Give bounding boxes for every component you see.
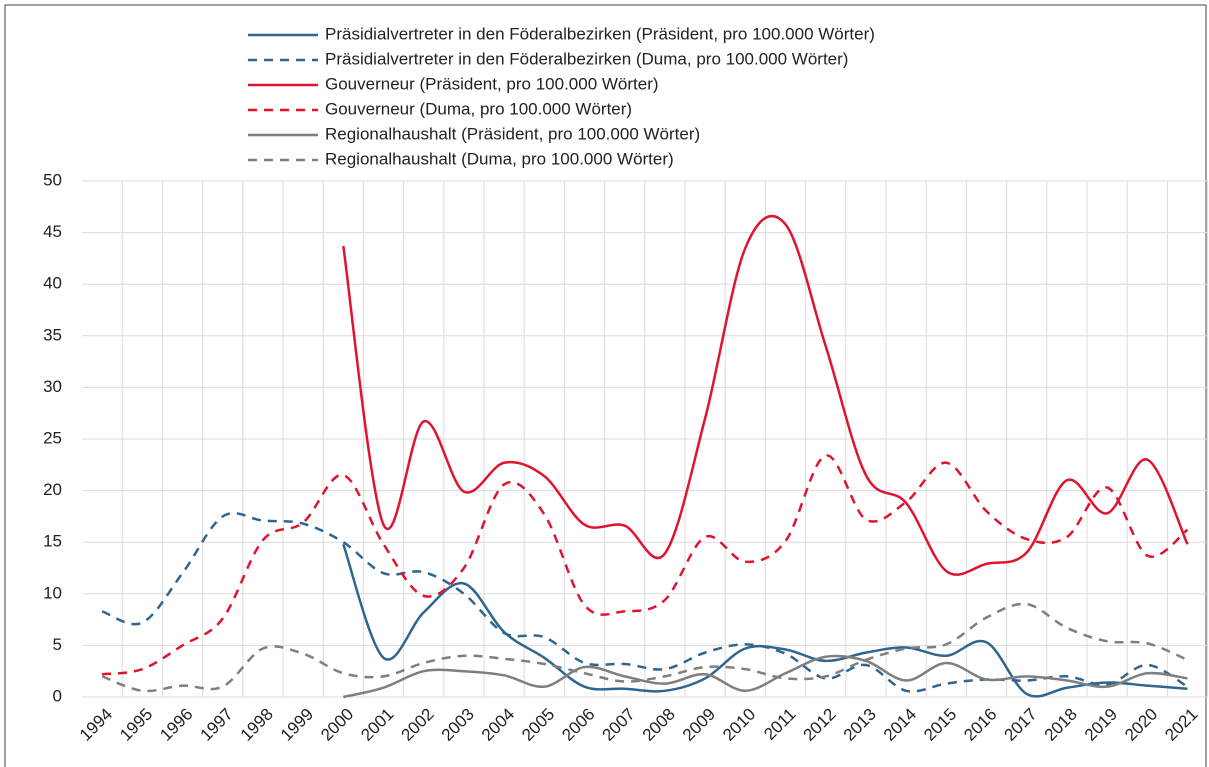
y-tick-label: 30 — [43, 377, 62, 396]
x-tick-label: 2017 — [1001, 705, 1041, 745]
x-tick-label: 1995 — [116, 705, 156, 745]
y-tick-label: 25 — [43, 428, 62, 447]
y-tick-label: 20 — [43, 480, 62, 499]
y-tick-label: 5 — [53, 635, 62, 654]
series-line — [342, 214, 1189, 576]
x-tick-label: 2007 — [599, 705, 639, 745]
x-tick-label: 2011 — [760, 705, 799, 744]
x-tick-label: 1998 — [237, 705, 277, 745]
x-tick-label: 2005 — [518, 705, 558, 745]
chart-border — [4, 4, 1207, 767]
legend-label: Präsidialvertreter in den Föderalbezirke… — [325, 49, 848, 68]
legend-label: Gouverneur (Duma, pro 100.000 Wörter) — [325, 99, 632, 118]
x-tick-label: 2013 — [840, 705, 880, 745]
x-tick-label: 2001 — [357, 705, 397, 745]
x-tick-label: 2015 — [920, 705, 960, 745]
x-tick-label: 2014 — [880, 705, 920, 745]
series-line — [342, 543, 1188, 698]
y-tick-label: 10 — [43, 583, 62, 602]
x-tick-label: 2003 — [438, 705, 478, 745]
x-tick-label: 2020 — [1121, 705, 1161, 745]
series-line — [101, 602, 1188, 693]
legend-label: Gouverneur (Präsident, pro 100.000 Wörte… — [325, 74, 659, 93]
y-tick-label: 50 — [43, 170, 62, 189]
y-tick-label: 0 — [53, 686, 62, 705]
x-tick-label: 2000 — [317, 705, 357, 745]
y-tick-label: 45 — [43, 222, 62, 241]
x-tick-label: 2012 — [800, 705, 840, 745]
y-tick-label: 40 — [43, 274, 62, 293]
x-tick-label: 2019 — [1081, 705, 1121, 745]
x-tick-label: 2018 — [1041, 705, 1081, 745]
x-tick-label: 2008 — [639, 705, 679, 745]
legend-label: Regionalhaushalt (Duma, pro 100.000 Wört… — [325, 149, 674, 168]
x-tick-label: 2010 — [719, 705, 759, 745]
legend-label: Regionalhaushalt (Präsident, pro 100.000… — [325, 124, 700, 143]
y-tick-label: 35 — [43, 325, 62, 344]
x-tick-label: 2021 — [1161, 705, 1201, 745]
x-tick-label: 2004 — [478, 705, 518, 745]
legend-label: Präsidialvertreter in den Föderalbezirke… — [325, 24, 875, 43]
x-tick-label: 1996 — [156, 705, 196, 745]
x-tick-label: 1999 — [277, 705, 317, 745]
x-tick-label: 1997 — [197, 705, 237, 745]
x-tick-label: 2002 — [398, 705, 438, 745]
x-tick-label: 2016 — [960, 705, 1000, 745]
x-tick-label: 2009 — [679, 705, 719, 745]
x-tick-label: 1994 — [76, 705, 116, 745]
x-tick-label: 2006 — [558, 705, 598, 745]
y-tick-label: 15 — [43, 532, 62, 551]
series-line — [343, 654, 1188, 699]
